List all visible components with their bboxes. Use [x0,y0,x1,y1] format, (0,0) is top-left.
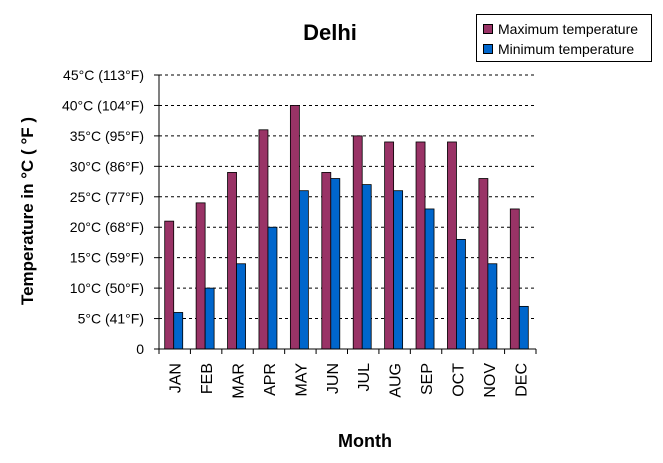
legend-swatch-min [483,44,493,55]
x-tick-label: SEP [419,363,436,395]
bar-min-oct [456,238,466,350]
x-tick-label: MAR [231,363,248,399]
bar-max-apr [258,129,269,350]
bar-min-apr [267,226,278,350]
bar-min-jan [173,312,184,350]
y-tick-label: 40°C (104°F) [62,97,144,113]
y-tick-label: 35°C (95°F) [70,128,144,144]
chart-legend: Maximum temperature Minimum temperature [476,14,652,62]
legend-label-min: Minimum temperature [498,41,635,57]
bar-max-dec [509,208,520,350]
y-tick-label: 25°C (77°F) [70,189,144,205]
bar-min-feb [204,287,215,350]
bar-max-nov [478,178,489,350]
y-tick-label: 45°C (113°F) [63,67,144,83]
x-axis-ticks: JAN FEB MAR APR MAY JUN JUL AUG SEP OCT NOV DEC [158,349,537,399]
bars [164,105,529,350]
legend-item-max: Maximum temperature [483,20,638,38]
bar-max-jun [321,172,332,350]
y-tick-label: 10°C (50°F) [70,280,144,296]
bar-min-jun [330,178,341,350]
bar-max-may [289,105,300,350]
y-tick-label: 0 [136,341,144,357]
legend-swatch-max [483,24,493,35]
bar-min-aug [393,190,404,350]
x-tick-label: DEC [513,363,530,397]
legend-item-min: Minimum temperature [483,40,634,58]
y-tick-label: 5°C (41°F) [78,311,144,327]
legend-label-max: Maximum temperature [498,21,639,37]
gridlines [159,74,536,320]
bar-max-feb [195,202,206,350]
bar-max-aug [384,141,395,350]
x-axis-label: Month [338,431,392,451]
x-tick-label: FEB [199,363,216,394]
x-tick-label: AUG [388,363,405,398]
bar-max-jul [352,135,363,350]
x-tick-label: JAN [168,363,185,393]
bar-min-sep [424,208,435,350]
bar-min-may [298,190,309,350]
x-tick-label: OCT [450,363,467,397]
bar-min-jul [361,184,372,350]
bar-min-mar [236,263,246,350]
y-axis-ticks: 0 5°C (41°F) 10°C (50°F) 15°C (59°F) 20°C (6… [62,67,159,357]
x-tick-label: APR [262,363,279,396]
x-tick-label: MAY [293,363,310,397]
bar-min-nov [487,263,498,350]
bar-max-sep [415,141,426,350]
y-tick-label: 15°C (59°F) [70,250,144,266]
y-tick-label: 30°C (86°F) [70,158,144,174]
y-axis-label: Temperature in °C ( °F ) [18,117,37,305]
x-tick-label: JUN [325,363,342,394]
bar-min-dec [518,305,529,350]
bar-max-mar [227,172,237,350]
x-tick-label: NOV [482,363,499,398]
bar-max-oct [447,141,457,350]
chart-title: Delhi [303,20,357,45]
bar-max-jan [164,220,175,350]
y-tick-label: 20°C (68°F) [70,219,144,235]
x-tick-label: JUL [356,363,373,392]
